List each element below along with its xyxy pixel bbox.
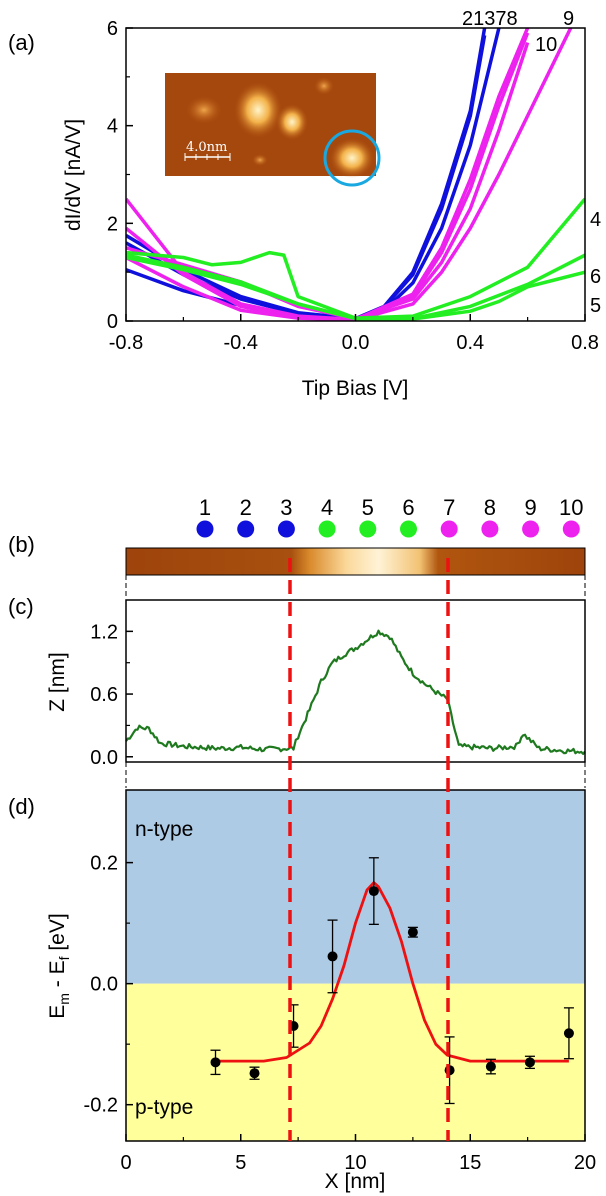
panel-a-right-label-1: 4 [590,209,601,231]
dIdV-curve-9 [126,28,573,321]
ylabel-e: E [46,1005,69,1019]
scan-point-label-8: 8 [484,495,496,520]
panel-c-ytick-label: 0.0 [90,747,118,769]
panel-c-ytick-label: 0.6 [90,684,118,706]
scan-point-label-9: 9 [524,495,536,520]
panel-d-ytick-label: 0.2 [90,853,118,875]
data-point-2 [249,1066,260,1080]
data-marker [327,951,338,962]
panel-d-plot [210,857,574,1105]
p-type-label: p-type [135,1096,193,1119]
scan-point-marker-4 [318,520,336,538]
panel-a-xlabel: Tip Bias [V] [302,377,409,400]
panel-d-xtick-label: 15 [459,1152,481,1174]
scan-point-marker-9 [522,520,540,538]
scan-point-marker-3 [277,520,295,538]
scan-point-marker-2 [237,520,255,538]
panel-a-ticks: -0.8 -0.4 0.0 0.4 0.8 0 2 4 6 [107,18,599,354]
panel-d-ytick-label: -0.2 [84,1095,118,1117]
panel-a-top-label-second: 10 [535,34,557,56]
panel-d-ytick-label: 0.0 [90,974,118,996]
panel-a-xtick-label: -0.4 [224,332,258,354]
data-point-6 [407,926,418,938]
scan-point-label-1: 1 [199,495,211,520]
inset-highlight-circle [323,129,381,187]
inset-scale-label: 4.0nm [186,140,227,155]
panel-d-xtick-label: 20 [574,1152,596,1174]
panel-a-ytick-label: 0 [107,311,118,333]
data-point-10 [563,1007,574,1060]
data-marker [485,1061,496,1072]
panel-a-top-label-right: 9 [563,8,574,30]
panel-c-ylabel: Z [nm] [46,652,69,712]
scan-point-label-6: 6 [402,495,414,520]
panel-b-strip [125,547,586,576]
panel-a-ytick-label: 4 [107,116,118,138]
n-type-region [126,790,585,984]
panel-b-points: 1 2 3 4 5 6 7 8 9 10 [196,495,584,538]
panel-a-xtick-label: 0.0 [342,332,370,354]
panel-c-plot [125,629,586,755]
scan-point-marker-6 [400,520,417,538]
data-point-1 [210,1049,221,1076]
data-marker [210,1057,221,1068]
scan-point-marker-5 [359,520,377,538]
panel-a-top-label-left: 21378 [462,8,518,30]
data-point-8 [485,1058,496,1075]
data-point-5 [368,857,379,925]
panel-a-ytick-label: 6 [107,18,118,40]
panel-b-label: (b) [8,532,35,557]
scan-point-label-4: 4 [321,495,333,520]
ylabel-mid: - E [46,960,69,993]
panel-c-label: (c) [8,594,34,619]
panel-d-xlabel: X [nm] [325,1170,386,1193]
panel-d-ylabel: Em - Ef [eV] [46,913,72,1018]
panel-a-ylabel: dI/dV [nA/V] [62,119,85,231]
panel-a-xtick-label: 0.8 [571,332,599,354]
data-marker [524,1057,535,1068]
panel-d-xtick-label: 5 [235,1152,246,1174]
scan-point-label-7: 7 [443,495,455,520]
panel-d-xtick-label: 0 [120,1152,131,1174]
data-marker [368,886,379,897]
scan-point-marker-8 [481,520,499,538]
scan-point-marker-7 [440,520,458,538]
data-point-4 [327,919,338,994]
scan-point-label-2: 2 [240,495,252,520]
ylabel-tail: [eV] [46,913,69,956]
panel-c-frame [125,599,586,763]
panel-d-label: (d) [8,794,35,819]
panel-c-ytick-label: 1.2 [90,621,118,643]
scan-point-marker-10 [562,520,580,538]
ylabel-sub-f: f [56,956,72,960]
panel-a-right-label-2: 6 [590,266,601,288]
scan-point-marker-1 [196,520,214,538]
panel-a-right-label-3: 5 [590,295,601,317]
data-marker [563,1028,574,1039]
height-profile-line [125,629,586,755]
panel-d-ticks: 0 5 10 15 20 -0.2 0.0 0.2 [84,853,597,1174]
panel-a-label: (a) [8,30,35,55]
data-point-9 [524,1055,535,1070]
panel-a-inset-image: 4.0nm [165,73,381,187]
scan-point-label-3: 3 [280,495,292,520]
n-type-label: n-type [135,818,193,841]
ylabel-sub-m: m [56,993,72,1005]
panel-a-xtick-label: 0.4 [456,332,484,354]
panel-d-xtick-label: 10 [344,1152,366,1174]
data-marker [249,1068,260,1079]
panel-a-xtick-label: -0.8 [109,332,143,354]
panel-a-ytick-label: 2 [107,213,118,235]
dIdV-curve-4 [126,197,585,320]
scan-point-label-5: 5 [362,495,374,520]
scan-point-label-10: 10 [559,495,583,520]
data-marker [407,927,418,938]
dIdV-curve-6 [126,253,585,321]
panel-c-ticks: 0.0 0.6 1.2 [90,621,133,769]
